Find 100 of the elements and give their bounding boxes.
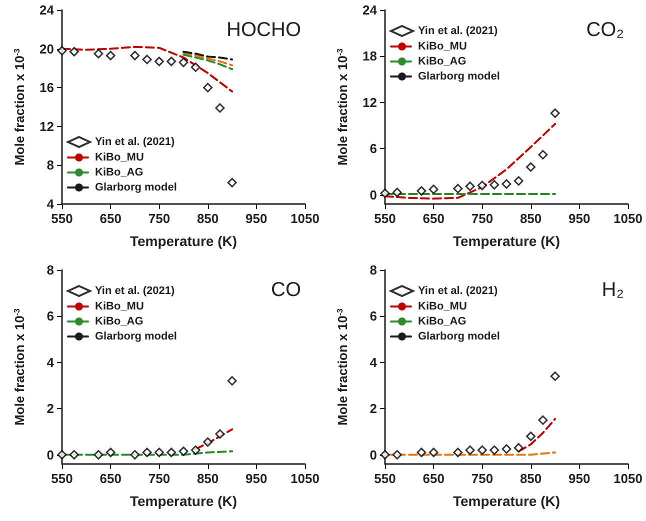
legend-label: Glarborg model [418,330,500,342]
point [550,371,560,381]
point [215,429,225,439]
x-tick-label: 750 [148,211,170,226]
point [166,448,176,458]
legend-label: KiBo_MU [95,300,144,312]
legend-label: KiBo_AG [95,166,144,178]
point [465,445,475,455]
point [94,48,104,58]
x-tick-label: 550 [51,471,73,486]
point [526,162,536,172]
point [453,448,463,458]
x-tick-label: 1050 [614,211,642,226]
point [477,445,487,455]
point [154,448,164,458]
legend-label: KiBo_MU [418,300,467,312]
y-tick-label: 8 [370,262,377,278]
point [57,46,67,56]
y-tick-label: 0 [370,187,377,202]
point [106,50,116,60]
legend-label: KiBo_MU [418,40,467,52]
y-axis-title: Mole fraction x 10-3 [335,308,350,426]
y-tick-label: 12 [362,94,377,110]
y-tick-label: 6 [46,308,54,324]
legend-label: KiBo_AG [418,316,466,328]
y-tick-label: 16 [40,80,54,96]
y-tick-label: 2 [370,401,377,416]
point [227,178,237,188]
x-tick-label: 1050 [290,471,320,486]
point [502,179,512,189]
legend-label: Yin et al. (2021) [95,136,176,148]
annotation: HOCHO [226,19,302,41]
point [538,150,548,160]
point [392,188,402,198]
x-tick-label: 550 [374,471,396,486]
point [130,50,140,60]
y-tick-label: 0 [370,447,377,462]
x-tick-label: 1050 [290,211,320,226]
x-tick-label: 650 [100,471,122,486]
x-axis-title: Temperature (K) [130,493,238,509]
x-tick-label: 750 [148,471,170,486]
x-tick-label: 850 [196,211,219,226]
legend-label: Yin et al. (2021) [95,285,176,297]
x-tick-label: 750 [471,471,494,486]
legend-label: Glarborg model [95,330,177,342]
point [106,448,116,458]
y-tick-label: 4 [46,354,55,370]
point [178,446,188,456]
y-tick-label: 8 [46,262,54,278]
point [190,445,200,455]
x-tick-label: 850 [520,211,542,226]
line-series [182,50,234,60]
point [380,188,390,198]
x-tick-label: 850 [520,471,542,486]
x-tick-label: 550 [374,211,396,226]
point [380,450,390,460]
point [142,54,152,64]
point [490,180,500,190]
y-tick-label: 24 [362,2,378,18]
y-tick-label: 8 [46,158,54,173]
point [203,437,213,447]
y-tick-label: 6 [370,308,377,324]
annotation: CO [271,279,301,301]
x-tick-label: 950 [246,471,268,486]
point [490,445,500,455]
annotation: CO₂ [586,19,624,41]
y-tick-label: 2 [46,401,54,416]
y-tick-label: 4 [370,354,378,370]
legend-label: Yin et al. (2021) [418,285,498,297]
legend-label: KiBo_MU [95,152,144,164]
point [392,450,402,460]
point [154,56,164,66]
point [477,180,487,190]
x-axis-title: Temperature (K) [130,233,238,249]
y-axis-title: Mole fraction x 10-3 [12,308,27,426]
point [166,56,176,66]
line-series [182,52,234,66]
point [178,58,188,68]
point [502,444,512,454]
x-tick-label: 650 [422,211,444,226]
line-series [182,54,234,70]
legend-label: Yin et al. (2021) [418,25,498,37]
point [142,448,152,458]
point [227,376,237,386]
point [465,182,475,192]
x-axis-title: Temperature (K) [452,233,560,249]
point [203,82,213,92]
legend-label: Glarborg model [418,70,500,82]
y-tick-label: 4 [46,196,55,212]
point [69,450,79,460]
y-tick-label: 24 [40,2,55,18]
y-axis-title: Mole fraction x 10-3 [335,48,350,166]
x-tick-label: 950 [246,211,268,226]
x-tick-label: 1050 [614,471,642,486]
point [94,450,104,460]
point [428,184,438,194]
point [416,448,426,458]
point [428,448,438,458]
point [538,415,548,425]
point [550,108,560,118]
